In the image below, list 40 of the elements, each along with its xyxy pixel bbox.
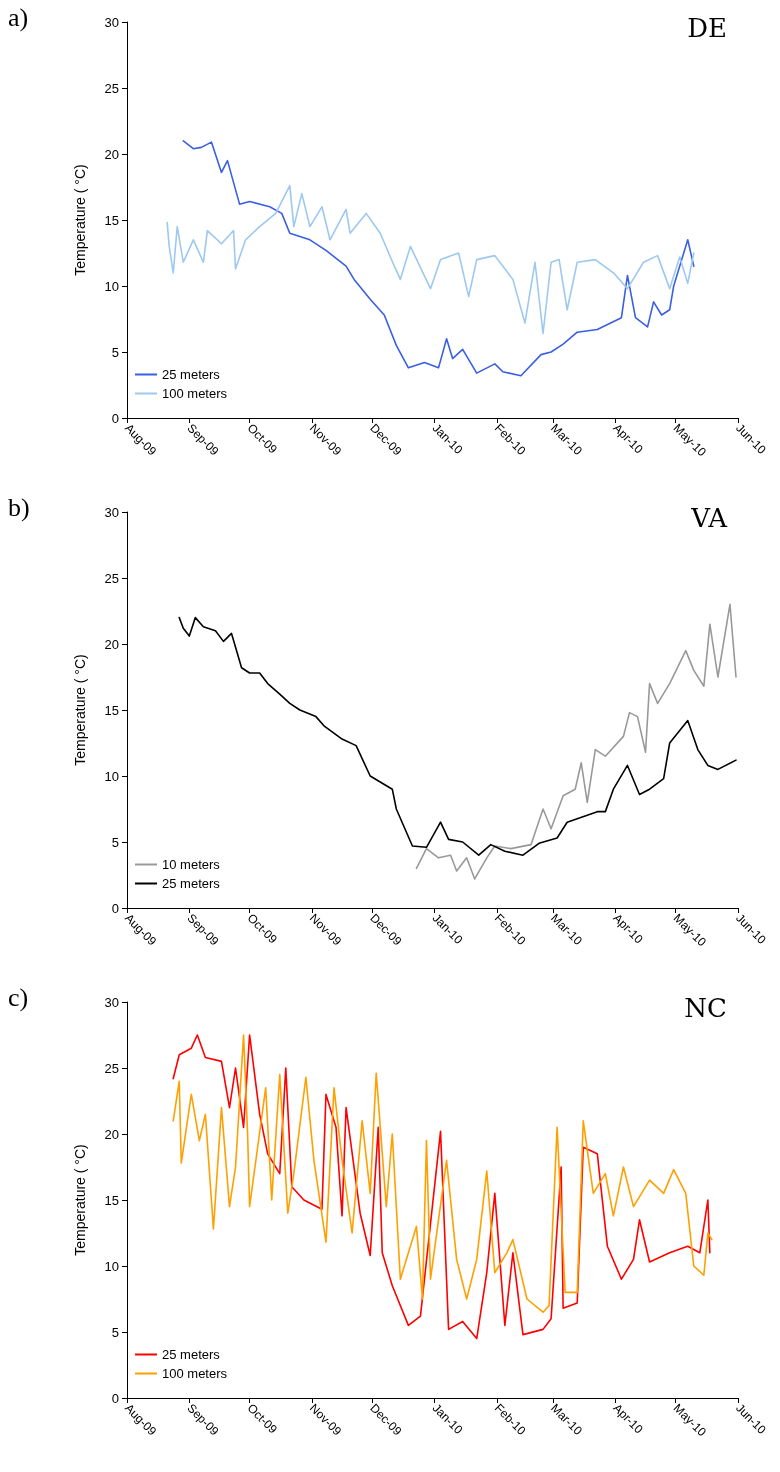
y-tick-label: 20 [104, 146, 119, 162]
legend-label: 25 meters [162, 367, 221, 382]
y-tick-label: 30 [104, 994, 119, 1010]
text: b) [8, 492, 30, 522]
y-tick-label: 0 [111, 1390, 119, 1406]
text: c) [8, 982, 29, 1012]
y-tick-label: 15 [104, 702, 119, 718]
legend-label: 25 meters [162, 1347, 221, 1362]
y-axis-title: Temperature ( °C) [72, 164, 88, 276]
line-series [166, 184, 695, 335]
line-series [178, 616, 737, 856]
text: a) [8, 2, 29, 32]
y-tick-label: 25 [104, 570, 119, 586]
chart-title: VA [690, 503, 729, 533]
y-tick-label: 0 [111, 900, 119, 916]
y-axis-title: Temperature ( °C) [72, 654, 88, 766]
y-tick-label: 20 [104, 1126, 119, 1142]
chart-title: DE [687, 13, 727, 43]
y-tick-label: 25 [104, 1060, 119, 1076]
y-tick-label: 0 [111, 410, 119, 426]
y-tick-label: 10 [104, 278, 119, 294]
y-tick-label: 30 [104, 14, 119, 30]
chart-title: NC [684, 993, 728, 1023]
legend-label: 100 meters [162, 1366, 228, 1381]
legend-label: 25 meters [162, 876, 221, 891]
line-series [415, 603, 737, 880]
y-tick-label: 5 [111, 344, 119, 360]
y-tick-label: 15 [104, 212, 119, 228]
y-tick-label: 30 [104, 504, 119, 520]
legend-label: 100 meters [162, 386, 228, 401]
y-axis-title: Temperature ( °C) [72, 1144, 88, 1256]
y-tick-label: 25 [104, 80, 119, 96]
line-series [182, 140, 695, 377]
legend-label: 10 meters [162, 857, 221, 872]
y-tick-label: 5 [111, 834, 119, 850]
y-tick-label: 10 [104, 768, 119, 784]
y-tick-label: 10 [104, 1258, 119, 1274]
y-tick-label: 15 [104, 1192, 119, 1208]
y-tick-label: 20 [104, 636, 119, 652]
y-tick-label: 5 [111, 1324, 119, 1340]
